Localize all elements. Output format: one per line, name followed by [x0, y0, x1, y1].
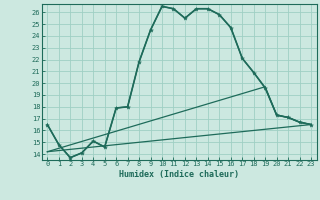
X-axis label: Humidex (Indice chaleur): Humidex (Indice chaleur)	[119, 170, 239, 179]
